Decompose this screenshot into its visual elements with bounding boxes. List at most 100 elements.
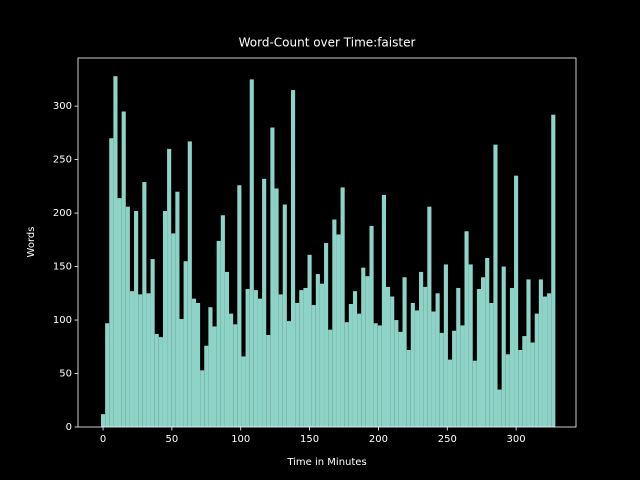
bar [452,330,457,427]
bar [352,291,358,427]
bar [439,332,444,427]
bar [253,290,258,427]
bar [485,258,490,427]
y-tick-label: 0 [66,422,72,433]
bar [514,175,519,427]
bar [365,276,370,427]
bar [406,349,411,427]
bar [262,178,267,427]
bar [369,225,374,427]
bar [493,144,498,428]
bar [134,210,139,427]
bar [501,266,506,427]
bar [348,304,353,427]
bar [489,302,494,427]
bar [216,240,221,427]
x-tick-label: 150 [300,434,319,445]
y-tick-label: 100 [53,315,72,326]
x-tick-label: 250 [438,434,457,445]
bar [245,289,250,427]
y-tick-label: 150 [53,262,72,273]
bar [381,194,386,427]
bar [340,187,345,427]
bar [530,342,535,427]
y-tick-label: 200 [53,208,72,219]
bar [220,215,225,427]
bar [394,320,399,427]
x-tick-label: 100 [231,434,250,445]
bar [109,138,114,427]
bar [542,296,548,427]
bar [171,233,176,427]
plot-frame [77,57,577,428]
bar [324,243,329,427]
bar [547,293,552,427]
bar [447,359,453,427]
x-tick-label: 200 [369,434,388,445]
y-tick-label: 300 [53,101,72,112]
bar [431,311,436,427]
bar [497,389,502,427]
bar [191,298,196,427]
bar [212,326,217,427]
bar [468,264,473,427]
bar [233,324,238,427]
bar [361,267,366,427]
bar [398,331,403,427]
bar [456,287,461,427]
bar [208,307,213,427]
chart-title: Word-Count over Time:faister [239,36,416,50]
bar [373,323,378,427]
bar [162,210,168,427]
bar [229,313,234,427]
bar [464,231,469,427]
bar [377,325,382,427]
bar [332,219,337,427]
bar [200,370,205,427]
y-tick-label: 250 [53,155,72,166]
bar [319,283,325,427]
bar [390,296,395,427]
bar [117,198,122,427]
bar [427,206,432,427]
y-tick-label: 50 [59,369,72,380]
bar [336,234,341,427]
bar [410,302,415,427]
bar [224,271,230,427]
bar [113,76,118,427]
bar [146,293,151,427]
bar [307,254,312,427]
bar [274,188,279,427]
bar [154,333,159,427]
bar [328,329,333,427]
bar [290,90,296,427]
bar [249,79,254,428]
bar [100,414,106,427]
bar [315,274,320,427]
bar [414,310,420,427]
bar [538,279,543,427]
bar [158,337,163,427]
bar [295,302,300,427]
bar [167,148,172,428]
y-axis-label: Words [26,227,37,258]
bar [518,349,523,427]
bar [423,286,428,427]
bar [311,305,316,427]
bar [195,302,201,427]
bar [270,127,275,428]
bar [526,279,531,427]
bar [282,204,287,427]
bar [443,264,448,427]
x-axis-label: Time in Minutes [286,457,366,468]
bar [472,360,477,427]
x-tick-label: 0 [100,434,106,445]
bar [357,313,362,427]
bar [419,271,424,427]
bar [241,356,246,427]
bar [480,277,486,427]
bar [150,259,155,427]
bar [344,322,349,427]
bar [509,287,515,427]
